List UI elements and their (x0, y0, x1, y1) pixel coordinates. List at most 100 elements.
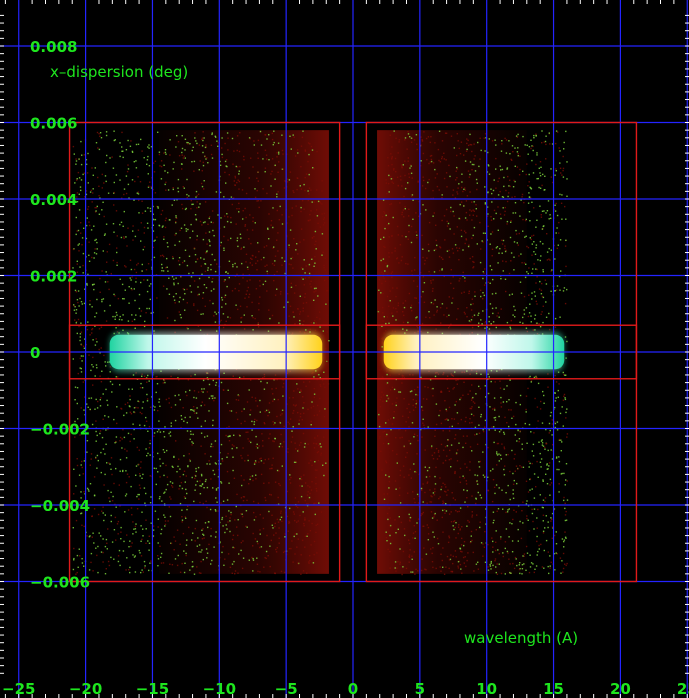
scatter-point (408, 519, 411, 521)
scatter-point (315, 209, 318, 211)
scatter-point (164, 183, 166, 186)
scatter-point (457, 308, 459, 310)
scatter-point (518, 232, 520, 235)
scatter-point (120, 526, 122, 529)
scatter-point (116, 247, 118, 249)
scatter-point (543, 567, 545, 569)
scatter-point (534, 397, 536, 400)
scatter-point (215, 488, 218, 490)
scatter-point (113, 130, 115, 132)
scatter-point (86, 284, 88, 286)
scatter-point (158, 153, 161, 156)
scatter-point (401, 374, 403, 377)
scatter-point (232, 534, 235, 536)
scatter-point (303, 183, 305, 186)
scatter-point (246, 229, 249, 231)
scatter-point (502, 401, 505, 403)
scatter-point (145, 312, 147, 314)
scatter-point (558, 456, 560, 458)
scatter-point (290, 148, 292, 150)
scatter-point (435, 423, 438, 426)
scatter-point (310, 459, 312, 462)
scatter-point (475, 393, 477, 395)
scatter-point (91, 332, 93, 334)
scatter-point (225, 515, 227, 517)
scatter-point (300, 495, 303, 498)
scatter-point (283, 382, 285, 385)
scatter-point (226, 528, 228, 530)
scatter-point (266, 382, 268, 384)
scatter-point (80, 355, 83, 357)
scatter-point (500, 308, 502, 310)
scatter-point (93, 288, 95, 291)
scatter-point (185, 554, 187, 557)
scatter-point (209, 240, 211, 243)
scatter-point (297, 520, 299, 522)
scatter-point (101, 270, 103, 272)
scatter-point (450, 458, 452, 460)
scatter-point (174, 394, 176, 397)
scatter-point (389, 534, 391, 537)
scatter-point (130, 507, 133, 509)
scatter-point (115, 174, 118, 176)
scatter-point (152, 529, 155, 531)
scatter-point (233, 477, 236, 479)
scatter-point (90, 229, 93, 231)
scatter-point (177, 465, 179, 468)
scatter-point (418, 200, 420, 203)
scatter-point (130, 485, 132, 488)
scatter-point (401, 167, 403, 169)
scatter-point (427, 426, 429, 428)
scatter-point (427, 181, 429, 184)
scatter-point (323, 357, 325, 359)
scatter-point (408, 561, 410, 563)
scatter-point (241, 262, 243, 265)
scatter-point (293, 316, 295, 318)
scatter-point (324, 257, 326, 259)
scatter-point (396, 311, 398, 313)
scatter-point (453, 386, 455, 389)
scatter-point (259, 533, 261, 535)
scatter-point (89, 535, 91, 537)
scatter-point (383, 277, 385, 279)
scatter-point (150, 185, 152, 188)
scatter-point (495, 157, 497, 160)
scatter-point (88, 490, 90, 492)
scatter-point (426, 502, 428, 504)
scatter-point (265, 245, 268, 247)
scatter-point (476, 188, 478, 191)
scatter-point (508, 272, 511, 275)
scatter-point (414, 319, 417, 321)
scatter-point (224, 296, 226, 298)
scatter-point (207, 267, 209, 269)
scatter-point (184, 481, 186, 483)
scatter-point (563, 499, 565, 502)
scatter-point (181, 135, 183, 137)
scatter-point (554, 317, 557, 320)
scatter-point (205, 371, 208, 374)
scatter-point (246, 290, 248, 292)
scatter-point (313, 376, 315, 378)
scatter-point (241, 189, 244, 191)
scatter-point (300, 389, 302, 391)
scatter-point (177, 187, 179, 189)
scatter-point (378, 279, 381, 281)
scatter-point (76, 464, 79, 467)
scatter-point (179, 468, 181, 470)
scatter-point (525, 480, 528, 482)
scatter-point (387, 182, 390, 185)
scatter-point (94, 316, 96, 318)
scatter-point (421, 140, 424, 142)
scatter-point (555, 397, 557, 399)
scatter-point (162, 270, 165, 272)
scatter-point (76, 402, 78, 405)
scatter-point (216, 501, 218, 503)
scatter-point (554, 174, 556, 176)
scatter-point (130, 433, 132, 436)
scatter-point (446, 186, 448, 188)
scatter-point (299, 319, 301, 322)
scatter-point (562, 371, 564, 374)
scatter-point (546, 463, 548, 465)
scatter-point (257, 502, 260, 504)
